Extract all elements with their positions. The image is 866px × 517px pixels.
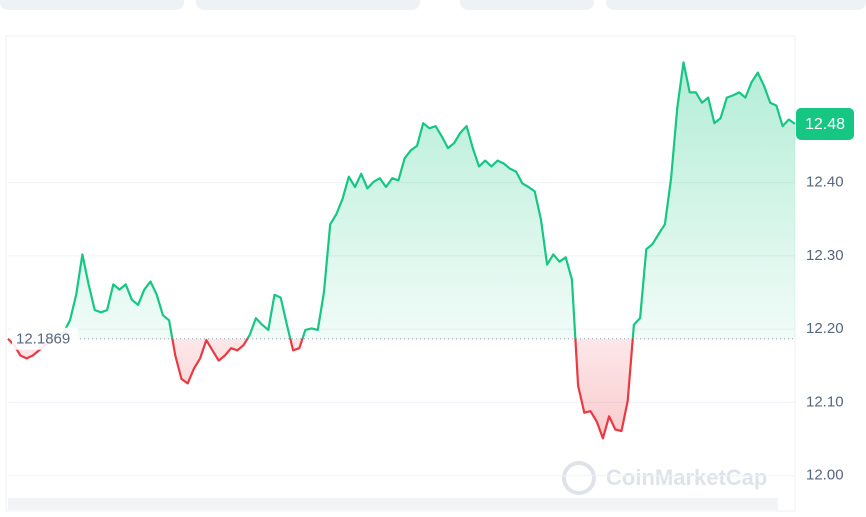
tab[interactable] [460, 0, 594, 10]
y-tick-label: 12.20 [806, 320, 844, 337]
y-tick-label: 12.30 [806, 247, 844, 264]
baseline-label-bg [12, 327, 78, 350]
watermark-text: CoinMarketCap [606, 465, 767, 490]
volume-strip [8, 498, 778, 510]
last-price-tag [796, 107, 854, 140]
tab[interactable] [0, 0, 184, 10]
last-price-label: 12.48 [805, 116, 845, 133]
y-tick-label: 12.00 [806, 467, 844, 484]
watermark: CoinMarketCap [562, 461, 767, 495]
tab[interactable] [196, 0, 420, 10]
y-tick-label: 12.40 [806, 174, 844, 191]
y-tick-label: 12.10 [806, 393, 844, 410]
baseline-label: 12.1869 [16, 331, 70, 348]
tab[interactable] [606, 0, 866, 10]
price-line [7, 61, 796, 440]
